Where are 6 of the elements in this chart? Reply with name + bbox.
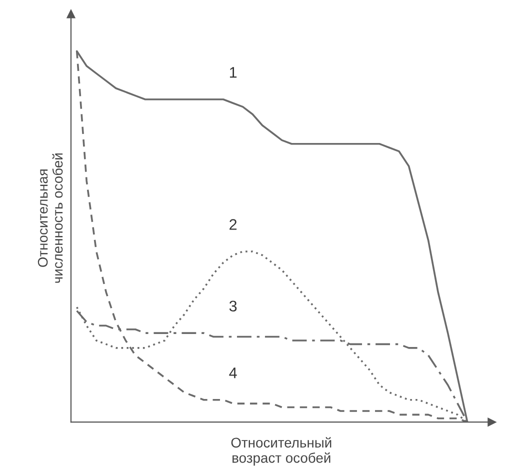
series-label: 3 [229, 300, 237, 312]
series-label: 1 [230, 67, 237, 78]
series-label: 2 [230, 219, 237, 230]
x-axis-title: Относительный возраст особей [231, 437, 332, 466]
series-label: 4 [229, 368, 237, 378]
y-axis-title: Относительная численность особей [38, 154, 63, 283]
